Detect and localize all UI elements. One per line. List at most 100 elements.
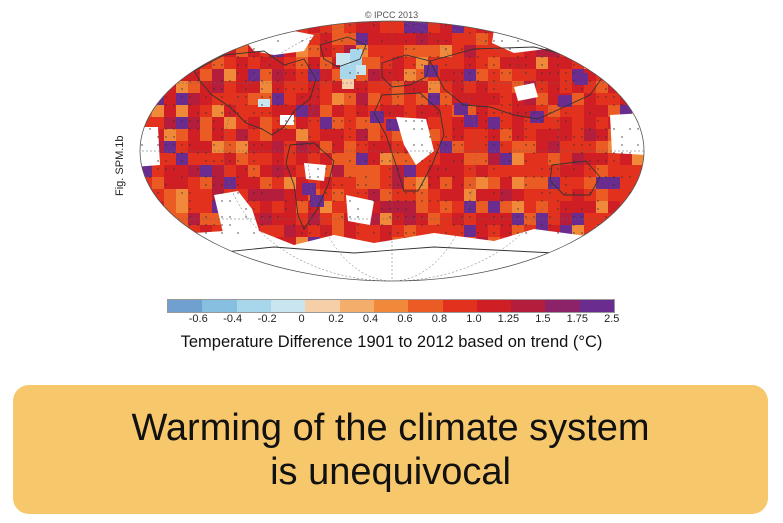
- significance-dot: [229, 200, 231, 202]
- significance-dot: [261, 192, 263, 194]
- significance-dot: [509, 128, 511, 130]
- significance-dot: [421, 128, 423, 130]
- grid-cell: [272, 81, 284, 93]
- significance-dot: [173, 224, 175, 226]
- significance-dot: [405, 72, 407, 74]
- significance-dot: [245, 168, 247, 170]
- nodata-east-pacific: [610, 113, 644, 155]
- significance-dot: [381, 104, 383, 106]
- grid-cell: [488, 189, 500, 201]
- significance-dot: [141, 96, 143, 98]
- grid-cell: [440, 21, 452, 33]
- grid-cell: [380, 45, 392, 57]
- significance-dot: [437, 56, 439, 58]
- significance-dot: [357, 192, 359, 194]
- grid-cell: [248, 153, 260, 165]
- significance-dot: [485, 64, 487, 66]
- significance-dot: [221, 64, 223, 66]
- significance-dot: [309, 64, 311, 66]
- grid-cell: [464, 81, 476, 93]
- grid-cell: [392, 225, 404, 237]
- hotspot-cell: [310, 195, 324, 207]
- grid-cell: [488, 141, 500, 153]
- significance-dot: [501, 192, 503, 194]
- significance-dot: [213, 64, 215, 66]
- significance-dot: [205, 176, 207, 178]
- grid-cell: [260, 201, 272, 213]
- significance-dot: [389, 176, 391, 178]
- grid-cell: [344, 21, 356, 33]
- significance-dot: [293, 112, 295, 114]
- colorbar-segment: [545, 300, 580, 312]
- significance-dot: [469, 64, 471, 66]
- grid-cell: [224, 177, 236, 189]
- grid-cell: [164, 141, 176, 153]
- significance-dot: [165, 136, 167, 138]
- significance-dot: [445, 104, 447, 106]
- significance-dot: [317, 80, 319, 82]
- significance-dot: [413, 80, 415, 82]
- grid-cell: [440, 201, 452, 213]
- colorbar-segment: [339, 300, 374, 312]
- significance-dot: [253, 160, 255, 162]
- significance-dot: [533, 152, 535, 154]
- grid-cell: [176, 21, 188, 33]
- grid-cell: [260, 165, 272, 177]
- significance-dot: [589, 168, 591, 170]
- significance-dot: [213, 32, 215, 34]
- significance-dot: [301, 200, 303, 202]
- significance-dot: [517, 56, 519, 58]
- grid-cell: [236, 153, 248, 165]
- headline-line-2: is unequivocal: [270, 450, 511, 493]
- significance-dot: [405, 160, 407, 162]
- significance-dot: [253, 192, 255, 194]
- significance-dot: [517, 136, 519, 138]
- colorbar-segment: [579, 300, 615, 312]
- significance-dot: [509, 224, 511, 226]
- significance-dot: [469, 72, 471, 74]
- hotspot-cell: [386, 119, 400, 131]
- significance-dot: [573, 40, 575, 42]
- grid-cell: [344, 93, 356, 105]
- significance-dot: [349, 24, 351, 26]
- significance-dot: [261, 88, 263, 90]
- grid-cell: [140, 33, 152, 45]
- significance-dot: [573, 160, 575, 162]
- significance-dot: [581, 32, 583, 34]
- significance-dot: [629, 88, 631, 90]
- grid-cell: [140, 105, 152, 117]
- significance-dot: [317, 144, 319, 146]
- significance-dot: [589, 160, 591, 162]
- grid-cell: [476, 105, 488, 117]
- significance-dot: [629, 152, 631, 154]
- significance-dot: [237, 232, 239, 234]
- grid-cell: [452, 33, 464, 45]
- grid-cell: [548, 129, 560, 141]
- grid-cell: [584, 177, 596, 189]
- significance-dot: [397, 104, 399, 106]
- significance-dot: [621, 32, 623, 34]
- significance-dot: [413, 24, 415, 26]
- significance-dot: [293, 224, 295, 226]
- colorbar-tick-label: 1.0: [466, 313, 482, 325]
- significance-dot: [421, 120, 423, 122]
- grid-cell: [284, 153, 296, 165]
- significance-dot: [581, 144, 583, 146]
- grid-cell: [200, 189, 212, 201]
- significance-dot: [397, 96, 399, 98]
- grid-cell: [596, 225, 608, 237]
- grid-cell: [572, 105, 584, 117]
- significance-dot: [533, 216, 535, 218]
- grid-cell: [152, 21, 164, 33]
- significance-dot: [453, 128, 455, 130]
- grid-cell: [416, 21, 428, 33]
- significance-dot: [565, 176, 567, 178]
- grid-cell: [440, 141, 452, 153]
- grid-cell: [548, 81, 560, 93]
- grid-cell: [284, 165, 296, 177]
- grid-cell: [188, 93, 200, 105]
- significance-dot: [525, 144, 527, 146]
- significance-dot: [389, 168, 391, 170]
- grid-cell: [272, 153, 284, 165]
- grid-cell: [356, 21, 368, 33]
